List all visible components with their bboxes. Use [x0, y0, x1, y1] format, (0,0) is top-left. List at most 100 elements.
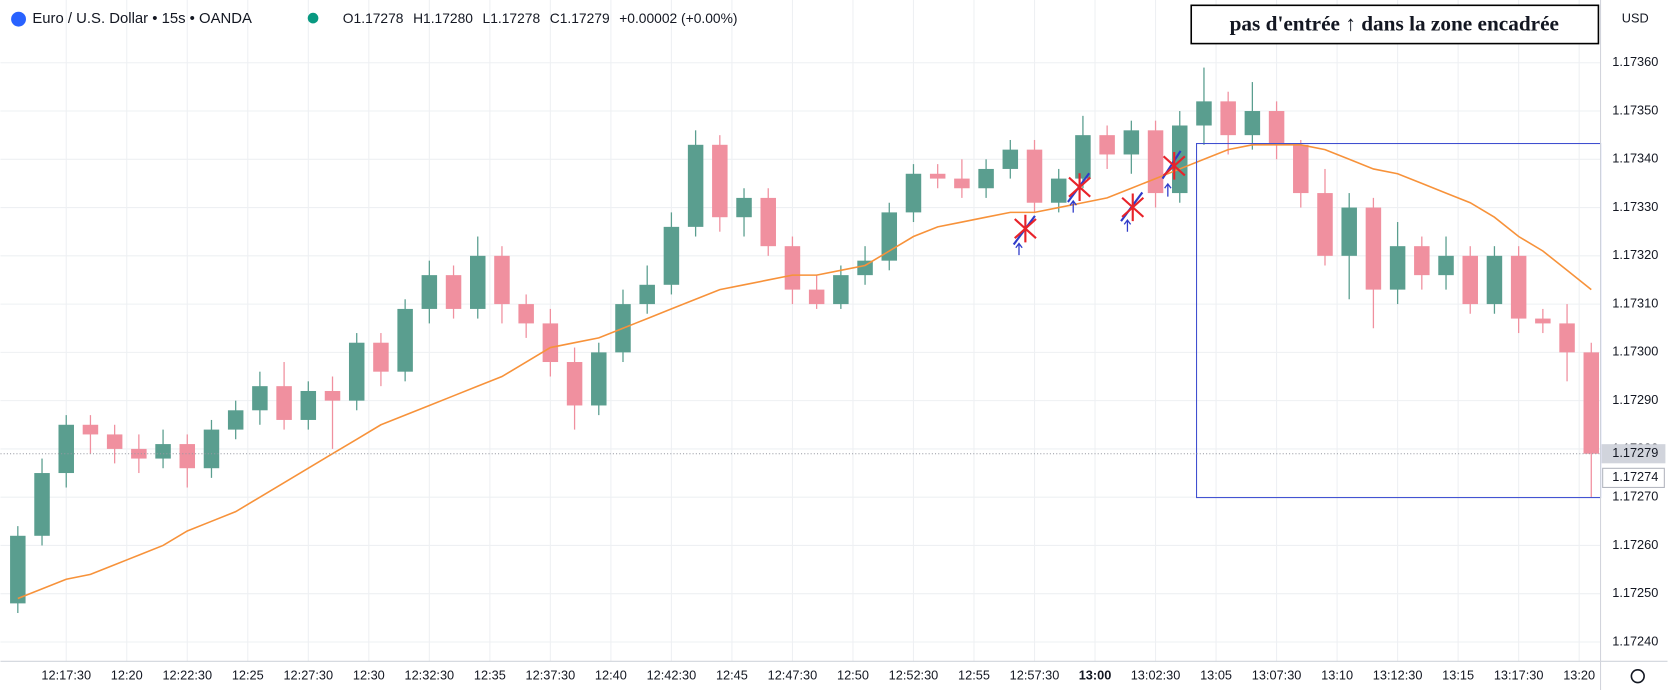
candle-body	[397, 308, 413, 372]
candle-body	[1244, 111, 1261, 136]
annotation-box	[1190, 4, 1600, 45]
marker-x	[1162, 152, 1186, 180]
status-dot	[307, 12, 319, 24]
candle-body	[929, 173, 946, 179]
candle-body	[591, 352, 607, 406]
candle-body	[373, 342, 389, 372]
candle-body	[1341, 207, 1357, 256]
arrow	[1164, 182, 1172, 197]
candle-body	[639, 284, 655, 305]
last-price-box	[1601, 444, 1666, 464]
x-tick-label: 12:20	[111, 668, 143, 683]
candle-body	[300, 390, 317, 420]
candle-body	[1317, 193, 1333, 256]
candle-body	[1196, 101, 1212, 126]
candle-body	[808, 289, 825, 305]
x-tick-label: 13:17:30	[1494, 668, 1544, 683]
candle-body	[445, 275, 462, 309]
y-tick-label: 1.17300	[1612, 344, 1658, 359]
bid-price-box	[1602, 467, 1665, 488]
candle-body	[905, 173, 922, 213]
candle-body	[1099, 135, 1115, 155]
candle-body	[1002, 149, 1019, 169]
candle-body	[131, 448, 147, 459]
ohlc-legend: O1.17278 H1.17280 L1.17278 C1.17279 +0.00002…	[343, 10, 738, 26]
candle-body	[276, 386, 292, 420]
x-tick-label: 13:15	[1442, 668, 1474, 683]
candle-body	[712, 144, 728, 218]
marker-x	[1014, 214, 1037, 243]
candle-body	[324, 390, 341, 401]
candle-body	[736, 197, 752, 218]
y-tick-label: 1.17340	[1612, 151, 1658, 166]
last-price-label: 1.17279	[1612, 445, 1658, 460]
y-tick-label: 1.17310	[1612, 295, 1658, 310]
legend-value: H1.17280	[413, 10, 473, 26]
symbol-icon	[11, 11, 26, 27]
x-tick-label: 12:47:30	[768, 668, 818, 683]
x-tick-label: 12:57:30	[1010, 668, 1060, 683]
candle-body	[857, 260, 873, 276]
marker-x	[1121, 193, 1145, 222]
x-tick-label: 12:30	[353, 668, 385, 683]
candle-body	[82, 424, 99, 435]
x-tick-label: 13:10	[1321, 668, 1353, 683]
candle-body	[566, 362, 583, 406]
candle-body	[1050, 178, 1067, 203]
candle-body	[106, 434, 123, 449]
candle-body	[470, 255, 486, 309]
x-tick-label: 12:32:30	[405, 668, 455, 683]
symbol-title: Euro / U.S. Dollar • 15s • OANDA	[32, 11, 252, 27]
candle-body	[760, 197, 776, 247]
bid-price-label: 1.17274	[1612, 469, 1658, 484]
candle-body	[1559, 323, 1575, 353]
x-tick-label: 12:37:30	[526, 668, 576, 683]
settings-icon[interactable]	[1630, 669, 1645, 684]
y-tick-label: 1.17270	[1612, 489, 1658, 504]
x-tick-label: 12:35	[474, 668, 506, 683]
candle-body	[663, 226, 680, 285]
candle-body	[1293, 144, 1309, 194]
y-tick-label: 1.17290	[1612, 392, 1658, 407]
candle-body	[1583, 352, 1600, 454]
legend-value: +0.00002 (+0.00%)	[619, 10, 737, 26]
candle-body	[10, 535, 26, 604]
x-tick-label: 13:20	[1563, 668, 1595, 683]
legend-value: O1.17278	[343, 10, 404, 26]
candle-body	[348, 342, 365, 401]
arrow	[1069, 199, 1077, 213]
grid	[0, 0, 1601, 662]
candle-body	[978, 168, 994, 189]
candle-body	[155, 444, 171, 459]
candle-body	[954, 178, 970, 189]
arrow	[1123, 219, 1132, 232]
x-tick-label: 12:52:30	[889, 668, 939, 683]
candle-body	[1510, 255, 1527, 319]
candle-body	[1414, 246, 1430, 276]
x-tick-label: 12:50	[837, 668, 869, 683]
x-tick-label: 12:22:30	[162, 668, 212, 683]
candle-body	[1172, 125, 1188, 194]
candle-body	[1268, 111, 1285, 145]
y-tick-label: 1.17320	[1612, 247, 1658, 262]
candle-body	[58, 424, 74, 474]
x-tick-label: 12:25	[232, 668, 264, 683]
x-tick-label: 13:12:30	[1373, 668, 1423, 683]
candle-body	[1486, 255, 1503, 305]
moving-average	[17, 144, 1592, 600]
plot	[10, 67, 1600, 614]
x-tick-label: 12:40	[595, 668, 627, 683]
y-tick-label: 1.17260	[1612, 537, 1658, 552]
candle-body	[687, 144, 704, 227]
candle-body	[1389, 246, 1406, 290]
y-tick-label: 1.17330	[1612, 199, 1658, 214]
x-tick-label: 13:00	[1079, 668, 1112, 683]
candle-body	[1075, 135, 1091, 179]
candle-body	[1438, 255, 1454, 276]
candle-body	[252, 386, 268, 411]
candle-body	[203, 429, 220, 469]
candle-body	[34, 473, 50, 536]
candle-body	[421, 275, 438, 309]
x-tick-label: 12:17:30	[41, 668, 91, 683]
